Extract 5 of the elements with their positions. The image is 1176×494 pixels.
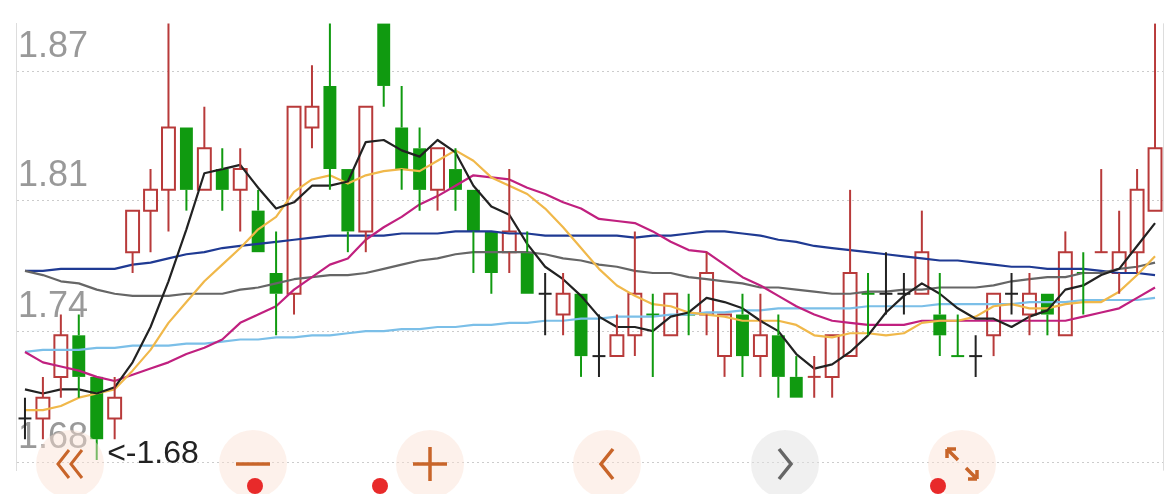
y-tick-label: 1.81 xyxy=(18,153,89,195)
y-tick-label: 1.74 xyxy=(18,284,89,326)
annotation: <-1.68 xyxy=(107,433,199,470)
y-tick-label: 1.68 xyxy=(18,415,89,457)
y-tick-label: 1.87 xyxy=(18,24,89,66)
